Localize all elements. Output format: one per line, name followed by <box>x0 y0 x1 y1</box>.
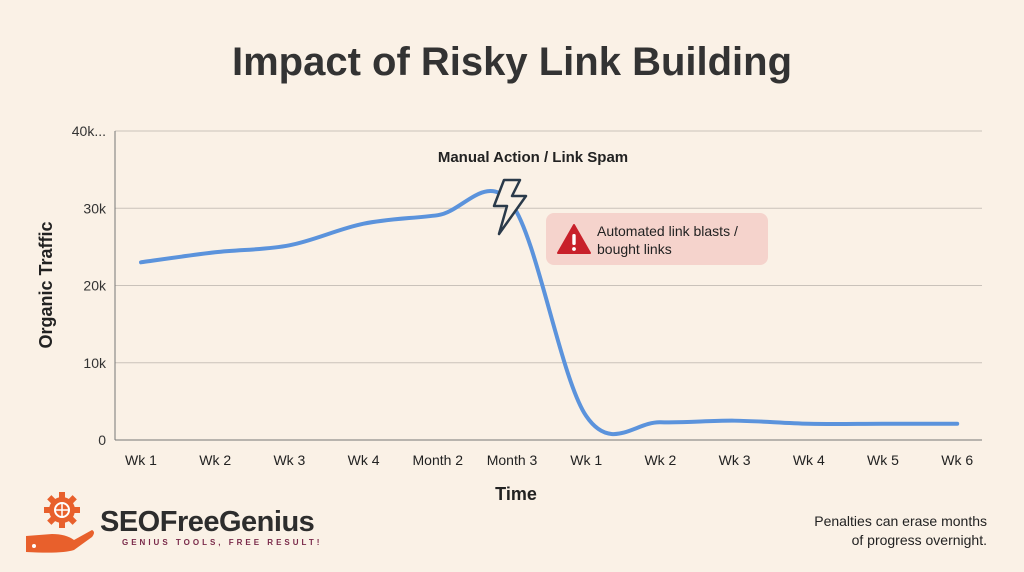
series-line <box>139 189 960 437</box>
y-tick-label: 30k <box>83 200 107 216</box>
y-tick-label: 0 <box>98 432 106 448</box>
x-tick-label: Month 3 <box>487 452 538 468</box>
y-tick-label: 20k <box>83 278 107 294</box>
callout-box: Automated link blasts / bought links <box>546 213 768 265</box>
logo-brand: SEOFreeGenius <box>100 506 315 538</box>
x-tick-label: Wk 1 <box>570 452 602 468</box>
footnote-line: of progress overnight. <box>851 532 987 548</box>
x-tick-label: Wk 4 <box>793 452 825 468</box>
footnote-line: Penalties can erase months <box>814 513 987 529</box>
callout-text: Automated link blasts / bought links <box>597 223 738 257</box>
x-tick-label: Wk 1 <box>125 452 157 468</box>
logo-tagline: GENIUS TOOLS, FREE RESULT! <box>122 538 323 547</box>
x-tick-label: Wk 2 <box>199 452 231 468</box>
x-tick-label: Wk 3 <box>273 452 305 468</box>
event-annotation-label: Manual Action / Link Spam <box>438 149 628 166</box>
x-tick-label: Wk 3 <box>719 452 751 468</box>
footnote: Penalties can erase months of progress o… <box>814 512 987 550</box>
x-tick-label: Wk 5 <box>867 452 899 468</box>
y-tick-label: 10k <box>83 355 107 371</box>
logo: SEOFreeGenius GENIUS TOOLS, FREE RESULT! <box>22 490 342 560</box>
x-tick-label: Wk 2 <box>644 452 676 468</box>
chart-title: Impact of Risky Link Building <box>231 40 793 84</box>
y-axis-label: Organic Traffic <box>36 221 56 348</box>
warning-icon <box>557 224 591 254</box>
x-tick-label: Wk 6 <box>941 452 973 468</box>
x-tick-label: Month 2 <box>413 452 464 468</box>
x-tick-label: Wk 4 <box>348 452 380 468</box>
lightning-icon <box>492 178 528 236</box>
x-axis-label: Time <box>495 484 537 504</box>
logo-gear-hand-icon <box>26 492 94 553</box>
y-tick-label: 40k... <box>72 123 106 139</box>
